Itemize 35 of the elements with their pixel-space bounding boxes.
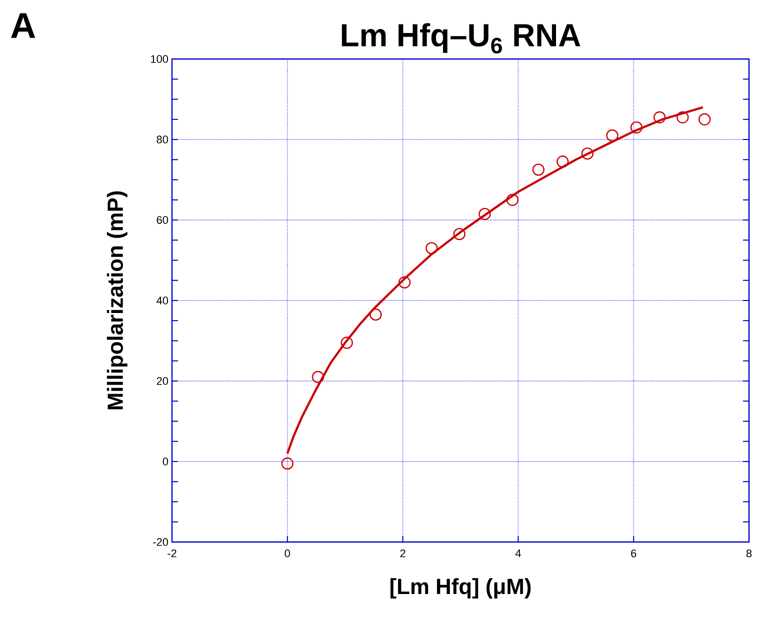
point [281, 457, 294, 470]
y-tick-label: -20 [153, 538, 168, 546]
point [606, 129, 618, 142]
point [581, 147, 594, 160]
x-tick-label: 0 [284, 550, 290, 558]
point [506, 194, 519, 206]
x-axis-title: [Lm Hfq] (μM) [390, 578, 531, 599]
x-tick-label: 4 [515, 550, 521, 558]
point [653, 111, 666, 124]
point [370, 308, 382, 321]
point [426, 242, 438, 254]
point [453, 228, 466, 240]
x-tick-label: 8 [746, 550, 752, 558]
y-tick-label: 0 [162, 458, 168, 466]
x-tick-label: 2 [400, 550, 406, 558]
y-tick-label: 80 [156, 136, 168, 144]
chart-title: Lm Hfq–U$_{6}$ RNA [342, 23, 580, 54]
x-tick-label: -2 [168, 550, 176, 558]
y-tick-label: 60 [156, 216, 168, 224]
y-tick-label: 20 [156, 377, 168, 385]
y-tick-label: 100 [151, 55, 168, 63]
x-tick-label: 6 [631, 550, 636, 558]
point [312, 370, 324, 384]
point [340, 336, 353, 349]
point [532, 164, 544, 176]
point [698, 113, 711, 126]
y-axis-title: Millipolarization (mP) [106, 191, 128, 410]
line-series [286, 106, 704, 455]
point [630, 121, 643, 134]
point [398, 276, 411, 288]
point [556, 156, 569, 168]
point [676, 111, 689, 124]
point [478, 208, 491, 220]
text: A [11, 13, 36, 38]
y-tick-label: 40 [156, 296, 168, 304]
